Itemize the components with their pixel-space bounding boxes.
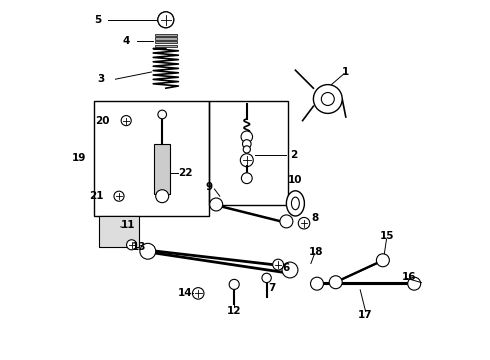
Circle shape <box>158 12 174 28</box>
Circle shape <box>158 12 174 28</box>
Circle shape <box>376 254 390 267</box>
Text: 3: 3 <box>98 74 105 84</box>
Text: 14: 14 <box>178 288 193 298</box>
Text: 6: 6 <box>283 263 290 273</box>
Circle shape <box>311 277 323 290</box>
Text: 7: 7 <box>269 283 276 293</box>
Text: 19: 19 <box>72 153 87 163</box>
Circle shape <box>298 217 310 229</box>
Text: 13: 13 <box>131 242 146 252</box>
Text: 10: 10 <box>288 175 303 185</box>
Circle shape <box>280 215 293 228</box>
Text: 8: 8 <box>312 213 319 223</box>
Circle shape <box>243 146 250 153</box>
Circle shape <box>114 191 124 201</box>
Text: 15: 15 <box>380 231 394 241</box>
Circle shape <box>241 131 252 143</box>
Text: 4: 4 <box>122 36 130 46</box>
Circle shape <box>262 273 271 283</box>
Circle shape <box>140 243 156 259</box>
Circle shape <box>408 277 421 290</box>
Circle shape <box>121 116 131 126</box>
Circle shape <box>282 262 298 278</box>
Text: 9: 9 <box>205 182 213 192</box>
Circle shape <box>210 198 222 211</box>
Circle shape <box>240 154 253 167</box>
Circle shape <box>156 190 169 203</box>
Text: 20: 20 <box>96 116 110 126</box>
Text: 12: 12 <box>227 306 242 316</box>
Circle shape <box>126 240 137 250</box>
Circle shape <box>243 140 251 148</box>
Text: 1: 1 <box>342 67 349 77</box>
Ellipse shape <box>292 197 299 210</box>
Text: 18: 18 <box>309 247 323 257</box>
Text: 2: 2 <box>290 150 297 160</box>
Circle shape <box>229 279 239 289</box>
Bar <box>209 101 288 205</box>
Bar <box>155 37 176 40</box>
Circle shape <box>314 85 342 113</box>
Ellipse shape <box>286 191 304 216</box>
Circle shape <box>321 93 334 105</box>
Text: 22: 22 <box>178 168 193 178</box>
Bar <box>154 144 170 194</box>
Bar <box>94 101 209 216</box>
Bar <box>155 34 176 36</box>
Circle shape <box>158 110 167 119</box>
Text: 16: 16 <box>401 272 416 282</box>
Circle shape <box>193 288 204 299</box>
Bar <box>155 45 176 47</box>
FancyBboxPatch shape <box>99 216 139 247</box>
Circle shape <box>329 276 342 289</box>
Bar <box>155 41 176 43</box>
Text: 11: 11 <box>121 220 135 230</box>
Circle shape <box>242 173 252 184</box>
Circle shape <box>273 259 284 270</box>
Text: 5: 5 <box>94 15 101 25</box>
Text: 21: 21 <box>90 191 104 201</box>
Text: 17: 17 <box>358 310 373 320</box>
